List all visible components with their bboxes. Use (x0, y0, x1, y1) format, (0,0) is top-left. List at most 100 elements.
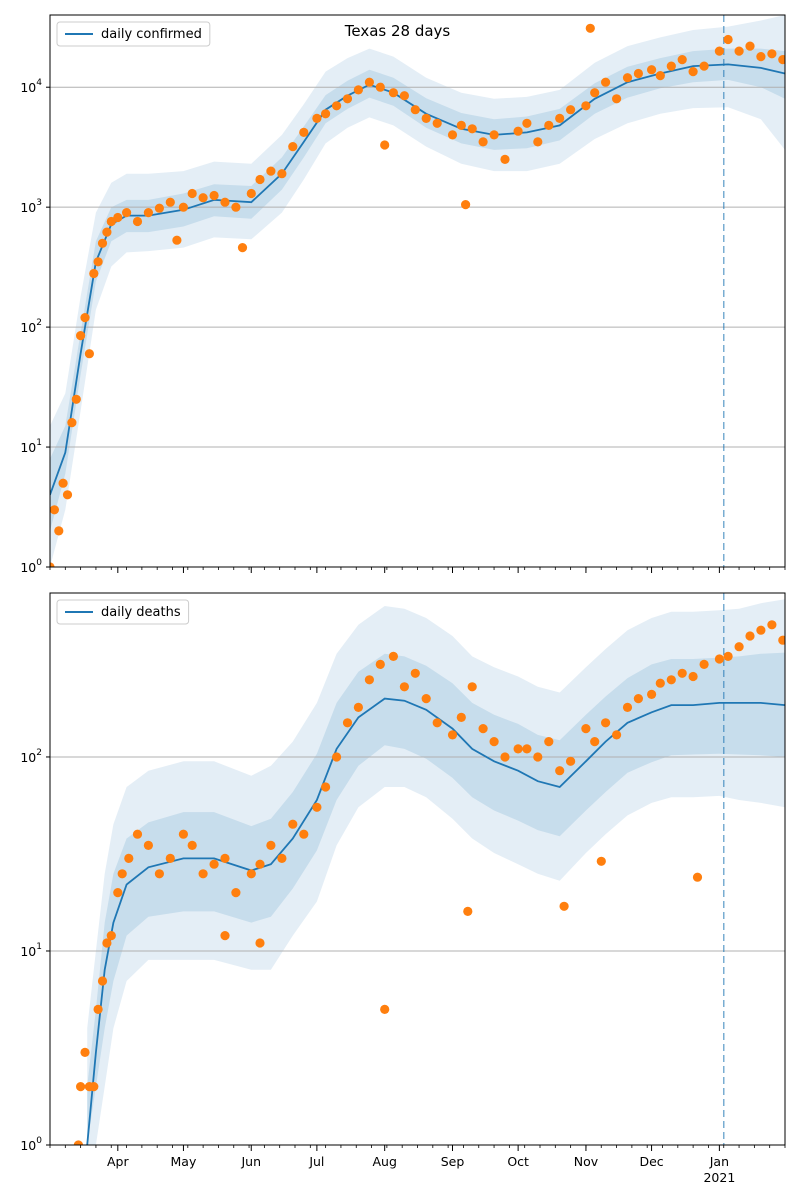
data-point (622, 702, 633, 713)
x-tick-label: May (171, 1154, 197, 1169)
x-tick-label: Jul (308, 1154, 324, 1169)
data-point (756, 52, 766, 62)
data-point (677, 55, 687, 65)
data-point (375, 659, 385, 670)
data-point (585, 23, 595, 33)
data-point (209, 190, 219, 201)
data-point (97, 238, 108, 248)
data-point (555, 766, 565, 776)
data-point (54, 526, 64, 536)
data-point (80, 1047, 90, 1057)
data-point (299, 829, 309, 839)
data-point (633, 694, 644, 704)
deaths-panel: 100 101 102 Apr May Jun Jul Aug Sep Oct Nov Dec Jan… (20, 592, 786, 1185)
data-point (745, 41, 755, 51)
data-point (299, 127, 309, 137)
data-point (655, 678, 665, 688)
data-point (80, 313, 90, 323)
confirmed-confidence-bands (50, 15, 785, 567)
data-point (655, 71, 665, 81)
data-point (220, 853, 230, 864)
data-point (353, 702, 363, 713)
data-point (544, 737, 554, 747)
data-point (73, 1140, 83, 1145)
data-point (677, 668, 687, 678)
data-point (277, 169, 287, 179)
data-point (410, 668, 420, 678)
data-point (590, 737, 600, 747)
data-point (231, 202, 241, 212)
data-point (122, 208, 132, 218)
confirmed-gridlines (50, 86, 785, 568)
confirmed-legend: daily confirmed (56, 21, 211, 47)
y-tick-label: 100 (20, 1136, 42, 1153)
data-point (172, 235, 182, 245)
deaths-legend: daily deaths (56, 599, 190, 625)
data-point (342, 718, 353, 728)
data-point (124, 853, 134, 864)
data-point (84, 349, 94, 359)
deaths-dots (73, 620, 785, 1145)
data-point (246, 869, 256, 879)
data-point (688, 67, 698, 77)
data-point (97, 976, 108, 986)
data-point (559, 901, 569, 911)
data-point (778, 55, 785, 65)
outer-band (50, 15, 785, 567)
y-tick-label: 101 (20, 942, 42, 959)
data-point (143, 840, 153, 851)
series-line (86, 697, 785, 1145)
data-point (555, 113, 565, 123)
data-point (58, 478, 68, 488)
data-point (723, 651, 733, 662)
data-point (266, 166, 276, 176)
deaths-confidence-bands (87, 599, 785, 1145)
data-point (255, 174, 265, 185)
data-point (734, 642, 744, 652)
data-point (132, 216, 143, 227)
data-point (692, 872, 703, 882)
data-point (388, 88, 398, 98)
data-point (513, 126, 523, 136)
data-point (375, 82, 385, 92)
data-point (601, 718, 611, 728)
data-point (734, 46, 744, 56)
data-point (50, 505, 59, 515)
data-point (601, 77, 611, 87)
data-point (778, 635, 785, 645)
data-point (500, 154, 510, 164)
data-point (688, 671, 698, 682)
y-tick-label: 102 (20, 318, 42, 335)
data-point (364, 675, 374, 685)
data-point (277, 853, 287, 864)
y-tick-label: 104 (20, 78, 42, 95)
data-point (50, 562, 55, 567)
data-point (647, 689, 657, 700)
data-point (522, 744, 532, 754)
data-point (288, 819, 298, 829)
data-point (321, 109, 331, 119)
data-point (467, 124, 477, 134)
x-tick-label: Dec (639, 1154, 663, 1169)
x-tick-label: Aug (372, 1154, 396, 1169)
data-point (255, 859, 265, 869)
data-point (198, 193, 208, 203)
y-tick-label: 100 (20, 558, 42, 575)
data-point (132, 829, 143, 839)
confirmed-y-axis: 100 101 102 103 104 (20, 78, 50, 575)
data-point (432, 118, 442, 128)
data-point (113, 888, 123, 898)
data-point (500, 752, 510, 762)
data-point (399, 682, 409, 692)
data-point (154, 203, 164, 213)
data-point (143, 208, 153, 218)
data-point (463, 906, 473, 917)
data-point (590, 88, 600, 98)
data-point (89, 268, 99, 279)
data-point (342, 94, 353, 104)
inner-band (50, 48, 785, 531)
data-point (321, 782, 331, 792)
data-point (522, 118, 532, 128)
legend-box (56, 21, 211, 47)
data-point (533, 137, 543, 147)
